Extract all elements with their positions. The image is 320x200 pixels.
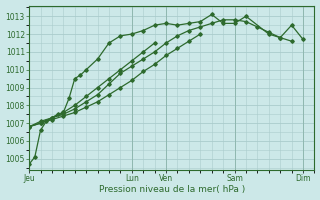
X-axis label: Pression niveau de la mer( hPa ): Pression niveau de la mer( hPa ) [99,185,245,194]
